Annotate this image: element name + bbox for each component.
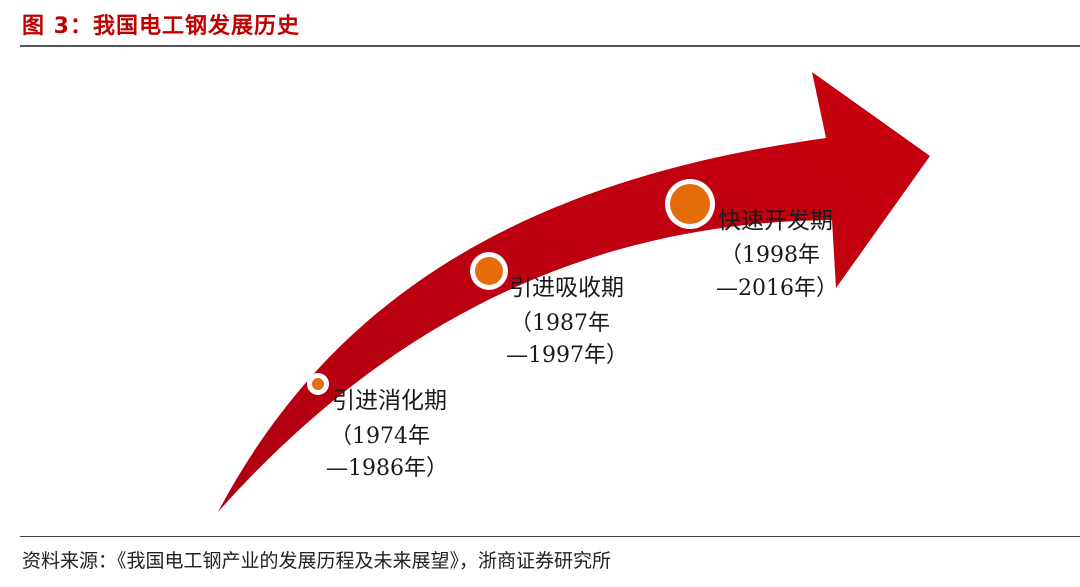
source-note: 资料来源：《我国电工钢产业的发展历程及未来展望》，浙商证券研究所 [22,550,612,572]
stage-marker-3 [665,179,715,229]
growth-arrow [218,72,930,512]
stage-3-name: 快速开发期 [718,208,833,234]
stage-3-years-start: （1998年 [720,243,820,268]
stage-marker-2 [470,252,508,290]
stage-1-name: 引进消化期 [332,388,447,414]
stage-2-name: 引进吸收期 [509,275,624,301]
title-divider [20,45,1080,47]
source-divider [20,536,1080,537]
stage-marker-1 [307,373,329,395]
stage-1-years-start: （1974年 [330,424,430,449]
stage-2-years-end: —1997年） [506,343,628,368]
stage-2-years-start: （1987年 [510,311,610,336]
stage-3-years-end: —2016年） [716,276,838,301]
stage-1-years-end: —1986年） [326,456,448,481]
figure-title: 图 3：我国电工钢发展历史 [22,14,300,39]
